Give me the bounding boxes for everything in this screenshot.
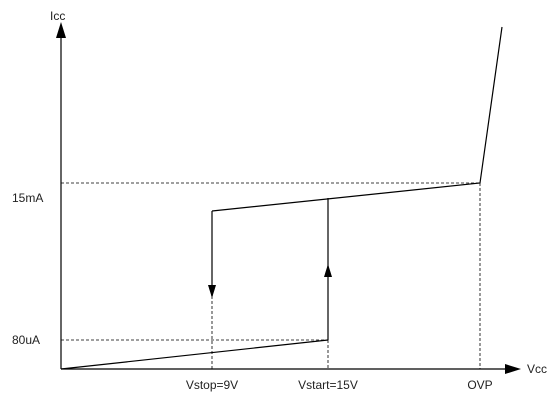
startup-current-curve xyxy=(60,339,329,370)
x-axis-arrow-icon xyxy=(505,364,521,374)
down-arrow-icon xyxy=(208,285,216,298)
operating-current-curve xyxy=(211,26,503,212)
tick-label-80ua: 80uA xyxy=(12,333,40,347)
y-axis-label: Icc xyxy=(50,9,65,23)
tick-label-vstop: Vstop=9V xyxy=(186,378,238,392)
tick-label-15ma: 15mA xyxy=(12,191,43,205)
x-axis-label: Vcc xyxy=(527,362,547,376)
tick-label-vstart: Vstart=15V xyxy=(298,378,358,392)
tick-label-ovp: OVP xyxy=(467,378,492,392)
up-arrow-icon xyxy=(324,264,332,277)
y-axis-arrow-icon xyxy=(56,22,66,38)
